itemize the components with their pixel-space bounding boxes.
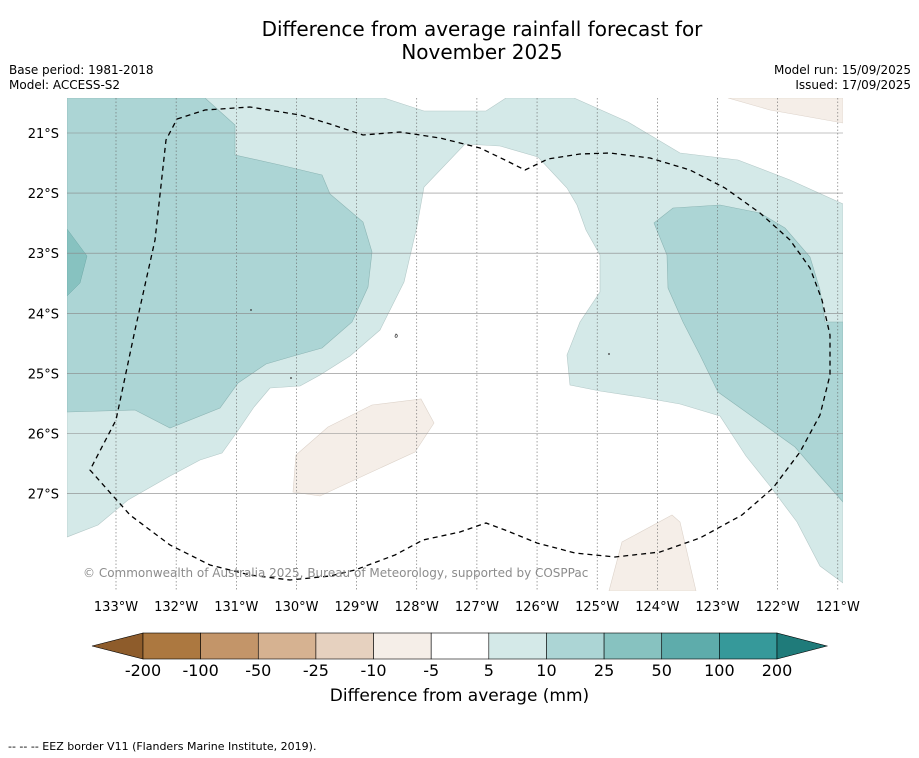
title-line-1: Difference from average rainfall forecas…	[261, 17, 703, 41]
latitude-label: 22°S	[28, 187, 59, 202]
longitude-label: 122°W	[756, 600, 800, 615]
longitude-label: 123°W	[695, 600, 739, 615]
speckle-mark	[250, 309, 252, 311]
map-area: © Commonwealth of Australia 2025, Bureau…	[67, 98, 843, 591]
copyright-text: © Commonwealth of Australia 2025, Bureau…	[83, 566, 588, 580]
longitude-label: 121°W	[816, 600, 860, 615]
latitude-label: 25°S	[28, 367, 59, 382]
longitude-label: 126°W	[515, 600, 559, 615]
dry-region-northeast	[727, 98, 843, 124]
model-run-text: Model run: 15/09/2025	[773, 63, 911, 77]
colorbar-swatch	[546, 632, 605, 660]
colorbar-tick-label: -10	[360, 661, 386, 680]
longitude-label: 124°W	[635, 600, 679, 615]
eez-border	[89, 106, 831, 581]
colorbar-swatch	[373, 632, 432, 660]
colorbar-over-arrow	[776, 632, 829, 660]
chart-title: Difference from average rainfall forecas…	[0, 18, 919, 64]
latitude-label: 26°S	[28, 428, 59, 443]
colorbar	[91, 632, 829, 660]
longitude-label: 127°W	[455, 600, 499, 615]
colorbar-tick-label: 25	[594, 661, 614, 680]
left-metadata: Base period: 1981-2018 Model: ACCESS-S2	[9, 63, 154, 93]
colorbar-tick-label: -25	[303, 661, 329, 680]
colorbar-tick-label: -5	[423, 661, 439, 680]
longitude-label: 128°W	[395, 600, 439, 615]
longitude-label: 132°W	[154, 600, 198, 615]
issued-text: Issued: 17/09/2025	[795, 78, 911, 92]
rain-50mm-region	[67, 228, 88, 297]
colorbar-tick-label: -200	[125, 661, 161, 680]
colorbar-tick-label: 100	[704, 661, 735, 680]
rain-25mm-region-west	[67, 98, 373, 429]
speckle-mark	[290, 377, 292, 379]
colorbar-under-arrow	[91, 632, 144, 660]
colorbar-swatch	[142, 632, 201, 660]
colorbar-tick-labels: -200 -100 -50 -25 -10 -5 5 10 25 50 100 200	[125, 661, 792, 680]
latitude-label: 24°S	[28, 307, 59, 322]
longitude-label: 131°W	[214, 600, 258, 615]
colorbar-swatch	[603, 632, 663, 660]
dry-region-central	[292, 398, 435, 497]
colorbar-tick-label: 10	[536, 661, 556, 680]
colorbar-swatch	[257, 632, 317, 660]
model-text: Model: ACCESS-S2	[9, 78, 121, 92]
speckle-mark	[608, 353, 610, 355]
colorbar-swatch	[315, 632, 374, 660]
colorbar-swatch	[661, 632, 720, 660]
colorbar-tick-label: 5	[484, 661, 494, 680]
colorbar-title: Difference from average (mm)	[329, 686, 590, 706]
colorbar-swatch	[430, 632, 490, 660]
eez-footnote: -- -- -- EEZ border V11 (Flanders Marine…	[8, 740, 317, 753]
longitude-label: 133°W	[94, 600, 138, 615]
colorbar-tick-label: 50	[652, 661, 672, 680]
latitude-label: 23°S	[28, 247, 59, 262]
colorbar-swatch	[200, 632, 259, 660]
colorbar-tick-label: -50	[245, 661, 271, 680]
colorbar-swatch	[488, 632, 547, 660]
longitude-labels: 133°W 132°W 131°W 130°W 129°W 128°W 127°W 126°W…	[94, 600, 860, 615]
colorbar-tick-label: 200	[762, 661, 793, 680]
colorbar-tick-label: -100	[182, 661, 218, 680]
title-line-2: November 2025	[401, 40, 563, 64]
speckle-mark	[394, 333, 398, 338]
right-metadata: Model run: 15/09/2025 Issued: 17/09/2025	[774, 63, 911, 93]
base-period-text: Base period: 1981-2018	[9, 63, 154, 77]
latitude-labels: 21°S 22°S 23°S 24°S 25°S 26°S 27°S	[28, 127, 59, 503]
longitude-label: 130°W	[274, 600, 318, 615]
colorbar-swatch	[719, 632, 778, 660]
grid-lines	[67, 98, 843, 591]
longitude-label: 125°W	[575, 600, 619, 615]
latitude-label: 21°S	[28, 127, 59, 142]
latitude-label: 27°S	[28, 488, 59, 503]
longitude-label: 129°W	[335, 600, 379, 615]
